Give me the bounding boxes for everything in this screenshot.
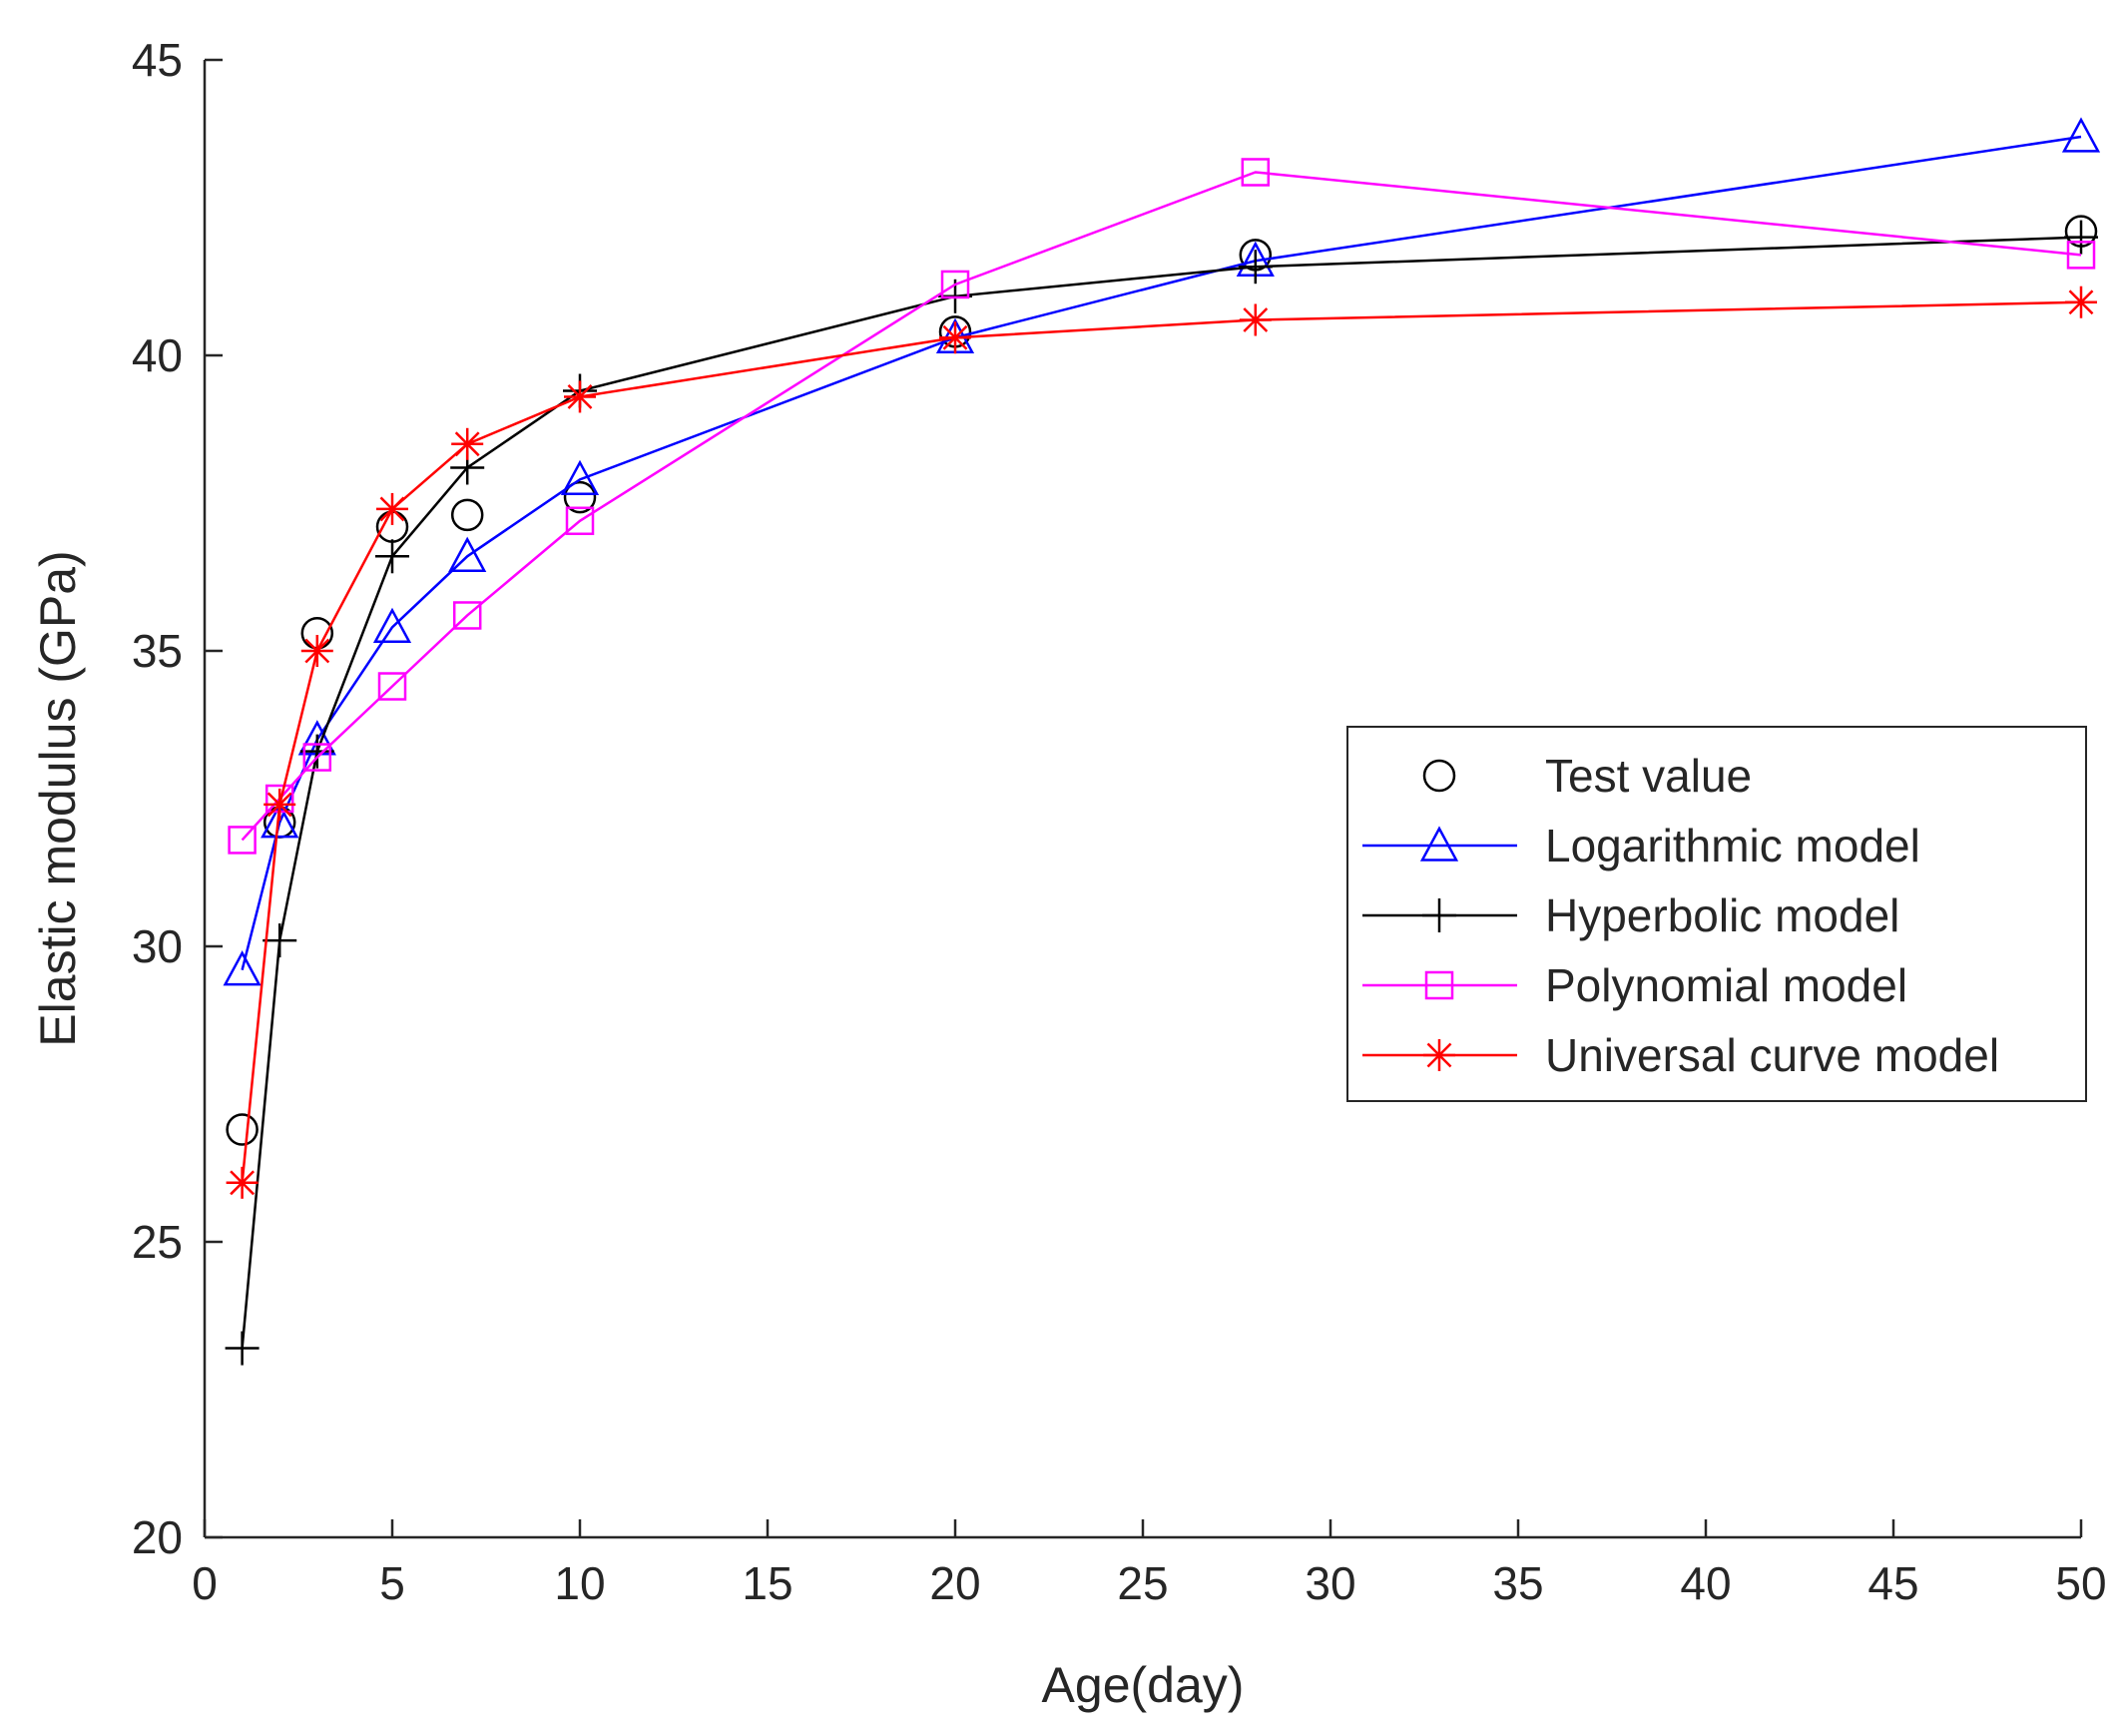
data-point xyxy=(223,950,262,986)
data-point xyxy=(375,539,409,574)
x-tick-label: 0 xyxy=(192,1557,218,1609)
data-point xyxy=(225,1331,260,1366)
data-point xyxy=(451,427,484,460)
x-tick-label: 50 xyxy=(2055,1557,2106,1609)
data-point xyxy=(226,1113,259,1146)
legend-marker xyxy=(1422,898,1456,932)
data-point xyxy=(564,380,596,413)
legend-item: Test value xyxy=(1422,750,1752,802)
data-point xyxy=(377,672,407,701)
data-point xyxy=(226,1166,259,1199)
legend-label: Test value xyxy=(1545,750,1752,802)
legend-item: Universal curve model xyxy=(1362,1029,1999,1081)
legend-label: Universal curve model xyxy=(1545,1029,1999,1081)
legend-item: Logarithmic model xyxy=(1362,820,1920,871)
data-point xyxy=(448,536,487,572)
y-tick-label: 35 xyxy=(132,625,183,677)
legend-item: Polynomial model xyxy=(1362,959,1907,1011)
legend-marker xyxy=(1419,826,1459,862)
legend-box xyxy=(1346,726,2087,1102)
data-point xyxy=(263,923,297,958)
data-point xyxy=(228,826,257,855)
data-point xyxy=(565,506,595,536)
y-axis-label: Elastic modulus (GPa) xyxy=(30,550,86,1046)
data-point xyxy=(939,321,971,354)
legend-item: Hyperbolic model xyxy=(1362,889,1899,941)
legend-marker xyxy=(1424,970,1454,1000)
data-point xyxy=(300,635,333,667)
data-point xyxy=(2066,241,2096,270)
data-point xyxy=(264,788,296,821)
y-tick-label: 20 xyxy=(132,1511,183,1563)
x-tick-label: 25 xyxy=(1117,1557,1168,1609)
data-point xyxy=(940,270,970,299)
data-point xyxy=(452,601,482,630)
axes: 0 5 10 15 20 25 30 35 40 45 50 20 25 30 35 40 45 xyxy=(132,34,2107,1609)
data-point xyxy=(2064,220,2098,255)
x-tick-label: 35 xyxy=(1492,1557,1543,1609)
x-tick-label: 10 xyxy=(554,1557,605,1609)
data-point xyxy=(560,459,600,496)
data-point xyxy=(261,803,299,839)
legend-marker xyxy=(1422,759,1456,793)
x-tick-label: 30 xyxy=(1305,1557,1355,1609)
x-tick-label: 40 xyxy=(1680,1557,1731,1609)
x-tick-label: 5 xyxy=(379,1557,405,1609)
data-point xyxy=(376,492,408,525)
data-point xyxy=(302,743,332,772)
y-tick-label: 30 xyxy=(132,920,183,972)
data-point xyxy=(563,480,597,514)
y-tick-label: 40 xyxy=(132,329,183,381)
x-tick-label: 45 xyxy=(1867,1557,1918,1609)
series-layer xyxy=(223,117,2101,1366)
x-tick-label: 15 xyxy=(742,1557,793,1609)
data-point xyxy=(1238,250,1273,285)
x-axis-label: Age(day) xyxy=(1042,1657,1245,1713)
data-point xyxy=(1239,303,1272,336)
legend: Test value Logarithmic model Hyperbolic mo… xyxy=(1346,726,2087,1102)
legend-label: Logarithmic model xyxy=(1545,820,1920,871)
data-point xyxy=(1241,158,1271,187)
series-universal-curve-model xyxy=(226,286,2097,1199)
data-point xyxy=(450,498,484,532)
x-tick-label: 20 xyxy=(929,1557,980,1609)
legend-label: Polynomial model xyxy=(1545,959,1907,1011)
data-point xyxy=(299,734,334,769)
legend-label: Hyperbolic model xyxy=(1545,889,1899,941)
y-tick-label: 45 xyxy=(132,34,183,86)
legend-marker xyxy=(1423,1039,1455,1071)
data-point xyxy=(372,607,412,644)
data-point xyxy=(2061,117,2101,153)
data-point xyxy=(2065,286,2097,318)
y-tick-label: 25 xyxy=(132,1216,183,1268)
